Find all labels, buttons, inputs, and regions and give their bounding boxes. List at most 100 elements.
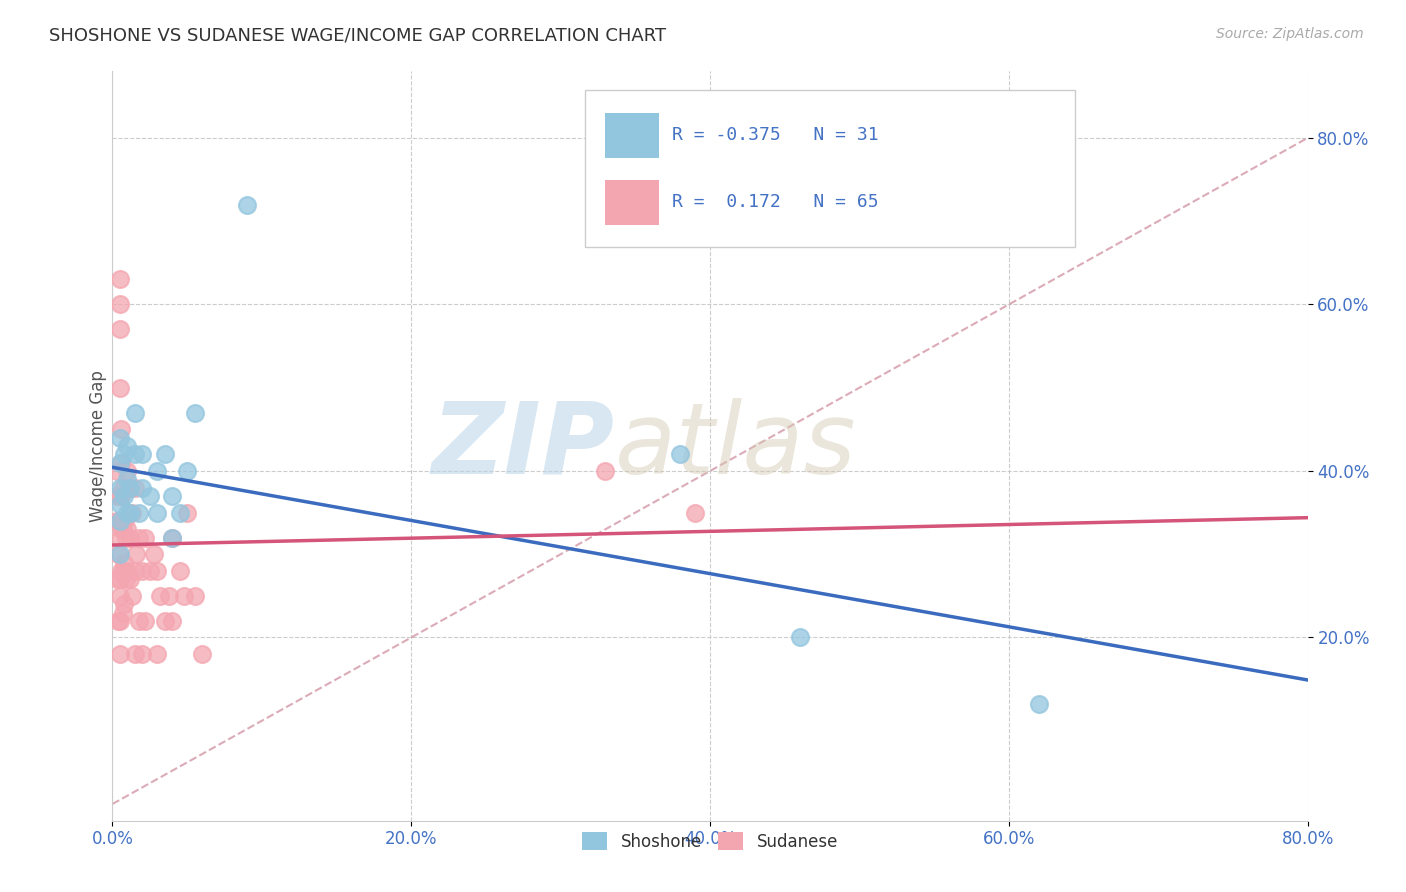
Point (125, 547, 148, 561)
Point (595, 464, 617, 478)
Point (114, 514, 135, 528)
Text: atlas: atlas (614, 398, 856, 494)
Point (139, 489, 162, 503)
Text: R =  0.172   N = 65: R = 0.172 N = 65 (672, 194, 879, 211)
Point (120, 481, 142, 495)
Point (111, 564, 134, 578)
Point (131, 481, 153, 495)
Point (115, 572, 138, 586)
Point (176, 506, 198, 520)
Point (108, 381, 131, 395)
Point (162, 531, 183, 545)
Point (117, 522, 139, 536)
Point (105, 572, 128, 586)
Point (183, 406, 205, 420)
Point (134, 614, 156, 628)
Point (173, 589, 195, 603)
Point (117, 564, 139, 578)
Point (114, 597, 135, 611)
Point (120, 531, 142, 545)
Point (108, 481, 131, 495)
Point (114, 447, 135, 461)
Point (108, 497, 131, 511)
Point (115, 531, 138, 545)
Point (110, 564, 132, 578)
Point (108, 614, 131, 628)
FancyBboxPatch shape (585, 90, 1074, 247)
Point (131, 564, 153, 578)
FancyBboxPatch shape (605, 180, 658, 225)
Point (107, 547, 129, 561)
Point (107, 514, 129, 528)
Point (111, 481, 134, 495)
Point (183, 589, 205, 603)
Point (162, 531, 183, 545)
Point (128, 506, 150, 520)
Point (121, 589, 143, 603)
Point (157, 589, 180, 603)
Text: Source: ZipAtlas.com: Source: ZipAtlas.com (1216, 27, 1364, 41)
Point (131, 647, 153, 661)
Point (117, 506, 139, 520)
Legend: Shoshone, Sudanese: Shoshone, Sudanese (575, 826, 845, 857)
Point (124, 406, 146, 420)
Point (108, 531, 131, 545)
Point (146, 564, 169, 578)
Text: SHOSHONE VS SUDANESE WAGE/INCOME GAP CORRELATION CHART: SHOSHONE VS SUDANESE WAGE/INCOME GAP COR… (49, 27, 666, 45)
Point (153, 447, 176, 461)
Point (124, 447, 146, 461)
Point (110, 489, 132, 503)
Point (105, 489, 128, 503)
Point (143, 547, 166, 561)
Point (124, 647, 146, 661)
Point (146, 647, 169, 661)
Point (128, 531, 150, 545)
Point (117, 439, 139, 453)
Point (124, 481, 146, 495)
Point (117, 472, 139, 486)
Text: ZIP: ZIP (432, 398, 614, 494)
Point (120, 481, 142, 495)
Point (108, 272, 131, 286)
Point (108, 489, 131, 503)
Point (114, 489, 135, 503)
Point (107, 614, 129, 628)
FancyBboxPatch shape (605, 112, 658, 158)
Text: R = -0.375   N = 31: R = -0.375 N = 31 (672, 126, 879, 144)
Point (108, 514, 131, 528)
Point (789, 631, 811, 645)
Point (236, 197, 259, 211)
Point (108, 589, 131, 603)
Point (121, 506, 143, 520)
Point (169, 506, 191, 520)
Point (131, 447, 153, 461)
Point (134, 531, 156, 545)
Point (146, 506, 169, 520)
Point (111, 522, 134, 536)
Y-axis label: Wage/Income Gap: Wage/Income Gap (89, 370, 107, 522)
Point (110, 456, 132, 470)
Point (169, 564, 191, 578)
Point (120, 572, 142, 586)
Point (162, 614, 183, 628)
Point (117, 464, 139, 478)
Point (683, 506, 706, 520)
Point (191, 647, 214, 661)
Point (176, 464, 198, 478)
Point (1028, 697, 1050, 711)
Point (111, 606, 134, 620)
Point (146, 464, 169, 478)
Point (108, 322, 131, 336)
Point (153, 614, 176, 628)
Point (110, 522, 132, 536)
Point (105, 464, 128, 478)
Point (108, 572, 131, 586)
Point (162, 489, 183, 503)
Point (128, 614, 150, 628)
Point (139, 564, 162, 578)
Point (124, 564, 146, 578)
Point (120, 506, 142, 520)
Point (108, 647, 131, 661)
Point (108, 297, 131, 311)
Point (149, 589, 172, 603)
